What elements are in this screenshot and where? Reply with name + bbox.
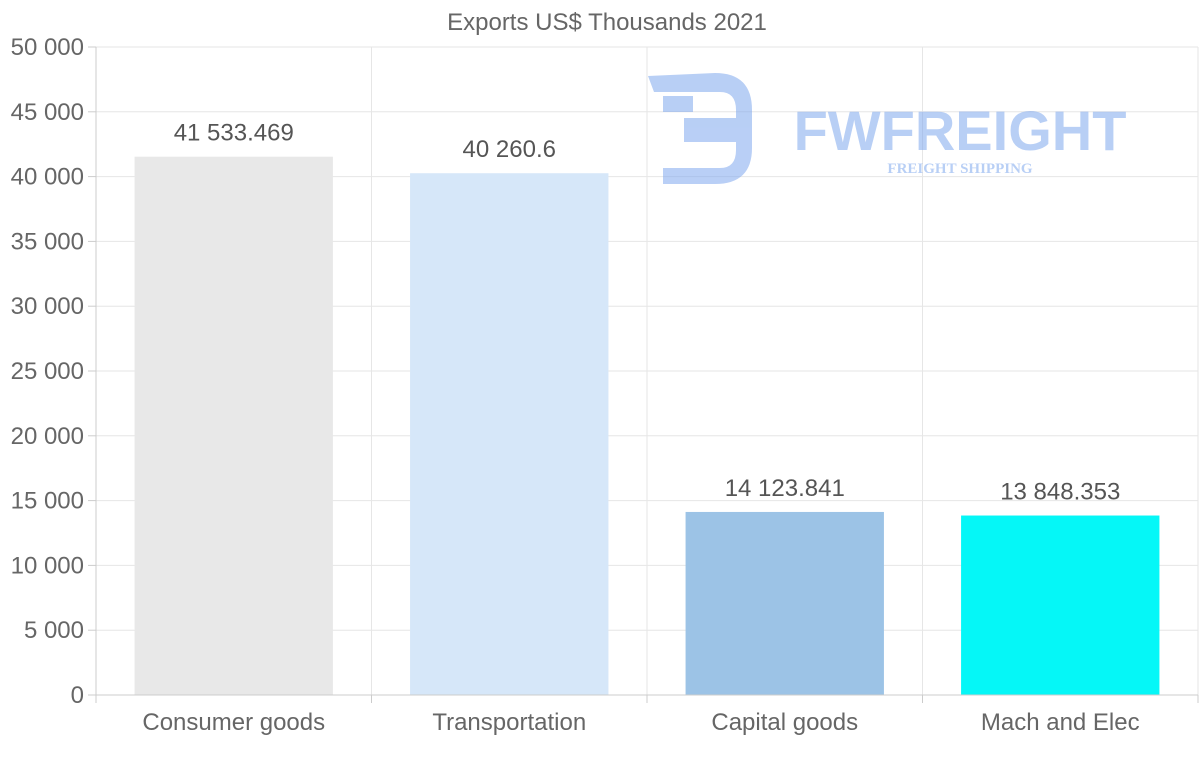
x-tick-label: Transportation	[432, 709, 586, 736]
y-tick-label: 15 000	[11, 488, 84, 515]
y-tick-label: 5 000	[24, 617, 84, 644]
bar	[685, 511, 884, 695]
y-tick-label: 35 000	[11, 228, 84, 255]
y-tick-label: 10 000	[11, 552, 84, 579]
y-tick-label: 0	[71, 682, 84, 709]
bar	[961, 515, 1160, 695]
y-axis: 0 5 000 10 000 15 000 20 000 25 000 30 000 35 0…	[11, 34, 97, 709]
watermark-tagline: FREIGHT SHIPPING	[887, 161, 1032, 177]
fwfreight-logo-icon	[648, 73, 752, 184]
bar	[410, 173, 609, 695]
bar-value-label: 40 260.6	[463, 136, 556, 163]
labels-layer: 41 533.469 40 260.6 14 123.841 13 848.353	[174, 120, 1121, 506]
y-tick-label: 40 000	[11, 164, 84, 191]
x-tick-label: Mach and Elec	[981, 709, 1140, 736]
y-tick-label: 25 000	[11, 358, 84, 385]
chart-title: Exports US$ Thousands 2021	[447, 9, 767, 36]
x-tick-label: Capital goods	[711, 709, 858, 736]
x-axis: Consumer goods Transportation Capital good…	[95, 694, 1199, 736]
y-tick-label: 45 000	[11, 99, 84, 126]
bar-value-label: 41 533.469	[174, 120, 294, 147]
fwfreight-watermark: FWFREIGHT FREIGHT SHIPPING	[648, 73, 1126, 184]
x-tick-label: Consumer goods	[142, 709, 325, 736]
bar	[134, 156, 333, 695]
y-tick-label: 50 000	[11, 34, 84, 61]
y-tick-label: 20 000	[11, 423, 84, 450]
bar-value-label: 13 848.353	[1000, 479, 1120, 506]
y-tick-label: 30 000	[11, 293, 84, 320]
bars-layer	[134, 156, 1160, 695]
watermark-brand: FWFREIGHT	[794, 99, 1127, 162]
bar-value-label: 14 123.841	[725, 475, 845, 502]
